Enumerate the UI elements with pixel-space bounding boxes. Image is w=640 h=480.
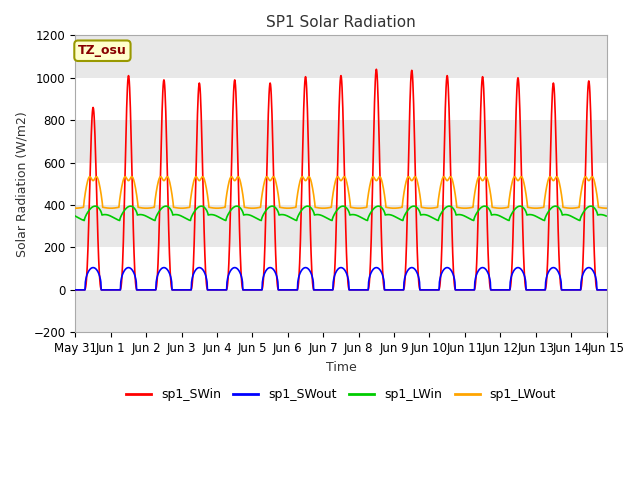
sp1_SWin <box>177 287 184 293</box>
sp1_LWin <box>540 217 548 223</box>
Bar <box>76 290 607 332</box>
sp1_LWin <box>91 203 99 209</box>
sp1_SWin <box>540 287 547 293</box>
sp1_SWout <box>190 270 198 276</box>
sp1_SWout <box>493 287 500 293</box>
Line: sp1_LWout: sp1_LWout <box>76 177 606 208</box>
sp1_SWin <box>602 287 610 293</box>
sp1_LWout <box>72 205 79 211</box>
sp1_SWin <box>372 66 380 72</box>
sp1_LWin <box>424 213 431 218</box>
sp1_SWout <box>72 287 79 293</box>
sp1_LWout <box>424 205 431 211</box>
sp1_SWin <box>493 287 500 293</box>
sp1_SWin <box>72 287 79 293</box>
sp1_LWin <box>72 213 79 219</box>
sp1_SWout <box>424 287 431 293</box>
sp1_LWout <box>602 205 610 211</box>
Line: sp1_LWin: sp1_LWin <box>76 206 606 220</box>
Line: sp1_SWout: sp1_SWout <box>76 268 606 290</box>
sp1_LWout <box>493 205 500 211</box>
sp1_LWin <box>602 213 610 219</box>
sp1_LWin <box>493 212 501 218</box>
sp1_SWin <box>249 287 257 293</box>
Bar <box>76 36 607 78</box>
Line: sp1_SWin: sp1_SWin <box>76 69 606 290</box>
Text: TZ_osu: TZ_osu <box>78 44 127 57</box>
Bar <box>76 120 607 163</box>
sp1_SWout <box>602 287 610 293</box>
sp1_LWin <box>177 213 185 219</box>
sp1_SWin <box>189 261 197 267</box>
sp1_SWout <box>177 287 185 293</box>
Bar <box>76 163 607 205</box>
Bar <box>76 248 607 290</box>
Legend: sp1_SWin, sp1_SWout, sp1_LWin, sp1_LWout: sp1_SWin, sp1_SWout, sp1_LWin, sp1_LWout <box>121 383 561 406</box>
sp1_SWout <box>89 265 97 271</box>
sp1_SWout <box>250 287 257 293</box>
sp1_LWin <box>250 214 257 220</box>
sp1_LWin <box>81 217 88 223</box>
sp1_LWout <box>250 205 257 211</box>
Title: SP1 Solar Radiation: SP1 Solar Radiation <box>266 15 416 30</box>
sp1_LWout <box>190 178 198 184</box>
Y-axis label: Solar Radiation (W/m2): Solar Radiation (W/m2) <box>15 111 28 257</box>
sp1_SWout <box>540 287 547 293</box>
Bar <box>76 205 607 248</box>
X-axis label: Time: Time <box>326 360 356 373</box>
sp1_SWin <box>424 287 431 293</box>
sp1_LWout <box>540 204 547 210</box>
sp1_LWin <box>190 209 198 215</box>
Bar <box>76 78 607 120</box>
sp1_LWout <box>86 174 93 180</box>
sp1_LWout <box>177 205 185 211</box>
